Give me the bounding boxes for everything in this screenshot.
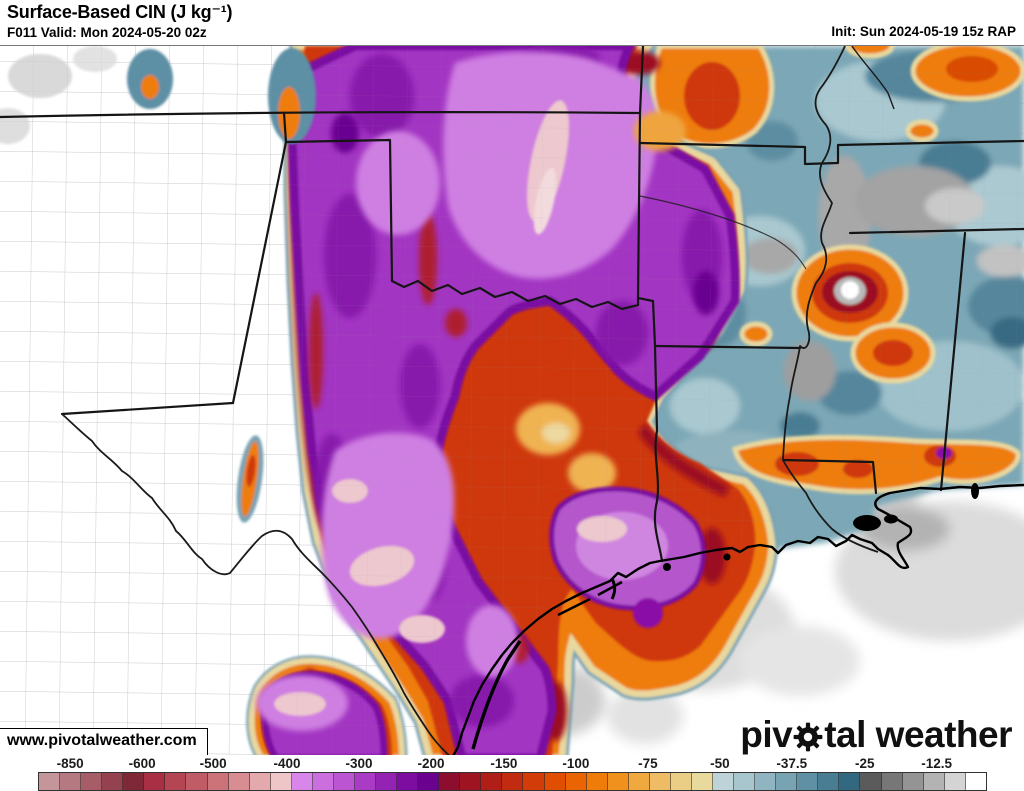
colorbar-cell — [123, 773, 145, 790]
colorbar-cell — [649, 773, 671, 790]
colorbar-cell — [755, 773, 777, 790]
colorbar-tick: -37.5 — [776, 756, 808, 771]
pivotal-weather-logo: piv tal weather — [740, 716, 1012, 753]
colorbar-tick: -25 — [854, 756, 875, 771]
colorbar-tick-labels: -850 -600 -500 -400 -300 -200 -150 -100 -75 -50 -3… — [38, 756, 985, 771]
page-title: Surface-Based CIN (J kg⁻¹) — [7, 2, 233, 22]
colorbar-cell — [734, 773, 756, 790]
colorbar-cell — [186, 773, 208, 790]
init-time-label: Init: Sun 2024-05-19 15z RAP — [831, 24, 1016, 39]
colorbar-cell — [165, 773, 187, 790]
colorbar-cell — [291, 773, 313, 790]
colorbar-cell — [439, 773, 461, 790]
colorbar-cell — [523, 773, 545, 790]
weather-map[interactable]: www.pivotalweather.com piv tal weather — [0, 45, 1024, 755]
header-bar: Surface-Based CIN (J kg⁻¹) F011 Valid: M… — [0, 0, 1024, 45]
gear-icon — [793, 722, 823, 751]
padre-island — [471, 640, 522, 750]
colorbar-cell — [818, 773, 840, 790]
colorbar-tick: -12.5 — [921, 756, 953, 771]
matagorda-island — [557, 597, 591, 617]
sabine-lake — [663, 563, 671, 571]
arkansas-river — [639, 195, 807, 270]
colorbar-cell — [249, 773, 271, 790]
colorbar-tick: -600 — [128, 756, 156, 771]
colorbar-cell — [102, 773, 124, 790]
colorbar-cell — [965, 773, 986, 790]
colorbar-cell — [544, 773, 566, 790]
barrier-islands-and-lakes — [471, 483, 979, 750]
colorbar-cell — [270, 773, 292, 790]
colorbar-cell — [376, 773, 398, 790]
colorbar-tick: -850 — [56, 756, 84, 771]
colorbar-cell — [207, 773, 229, 790]
colorbar-cell — [460, 773, 482, 790]
colorbar-cell — [713, 773, 735, 790]
colorbar — [38, 772, 987, 791]
galveston-bay — [610, 578, 617, 600]
colorbar-cell — [418, 773, 440, 790]
colorbar-cell — [81, 773, 103, 790]
cin-map-svg — [0, 46, 1024, 755]
colorbar-cell — [860, 773, 882, 790]
lake-pontchartrain — [853, 515, 881, 531]
colorbar-cell — [354, 773, 376, 790]
valid-time-label: F011 Valid: Mon 2024-05-20 02z — [7, 25, 207, 40]
colorbar-cell — [607, 773, 629, 790]
colorbar-tick: -75 — [638, 756, 658, 771]
coastline — [452, 483, 1024, 755]
colorbar-cell — [333, 773, 355, 790]
colorbar-cell — [839, 773, 861, 790]
colorbar-cell — [397, 773, 419, 790]
colorbar-cell — [586, 773, 608, 790]
mobile-bay — [971, 483, 979, 499]
colorbar-cell — [312, 773, 334, 790]
colorbar-cell — [502, 773, 524, 790]
colorbar-tick: -200 — [417, 756, 445, 771]
state-borders — [0, 46, 1024, 563]
colorbar-cell — [902, 773, 924, 790]
colorbar-cell — [481, 773, 503, 790]
colorbar-cell — [144, 773, 166, 790]
colorbar-tick: -150 — [490, 756, 518, 771]
colorbar-zone: -850 -600 -500 -400 -300 -200 -150 -100 -75 -50 -3… — [0, 755, 1024, 791]
colorbar-tick: -50 — [710, 756, 730, 771]
colorbar-tick: -500 — [199, 756, 227, 771]
missouri-river — [851, 46, 895, 110]
colorbar-cell — [60, 773, 82, 790]
colorbar-cell — [944, 773, 966, 790]
calcasieu-lake — [723, 553, 731, 561]
colorbar-cell — [881, 773, 903, 790]
colorbar-cell — [228, 773, 250, 790]
lake-maurepas — [884, 514, 898, 524]
colorbar-cell — [923, 773, 945, 790]
colorbar-tick: -100 — [562, 756, 590, 771]
watermark: www.pivotalweather.com — [0, 728, 208, 755]
colorbar-tick: -400 — [273, 756, 301, 771]
colorbar-cell — [628, 773, 650, 790]
colorbar-cell — [670, 773, 692, 790]
colorbar-cell — [39, 773, 61, 790]
colorbar-tick: -300 — [345, 756, 373, 771]
colorbar-cell — [797, 773, 819, 790]
rio-grande-river — [61, 413, 450, 755]
logo-text-pre: piv — [740, 714, 793, 755]
mississippi-river — [782, 46, 879, 553]
rivers — [61, 46, 895, 755]
colorbar-cell — [691, 773, 713, 790]
colorbar-cell — [565, 773, 587, 790]
galveston-island — [597, 580, 623, 597]
logo-text-post: tal weather — [824, 714, 1012, 755]
colorbar-cell — [776, 773, 798, 790]
